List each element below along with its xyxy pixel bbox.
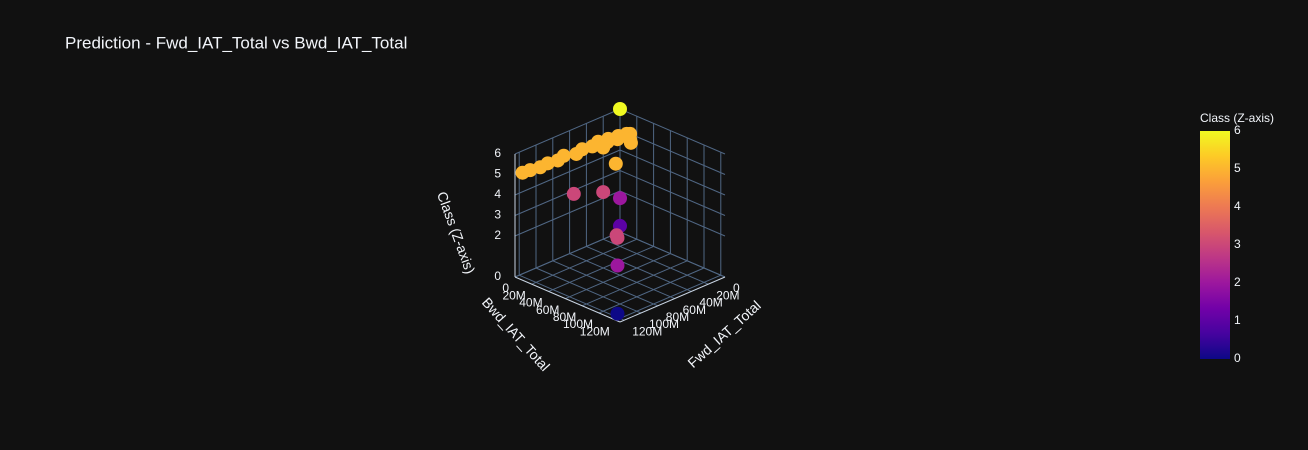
colorbar-title: Class (Z-axis)	[1200, 111, 1274, 125]
colorbar-tick-label: 3	[1234, 237, 1241, 251]
x-tick-label: 120M	[632, 324, 662, 338]
grid-line	[565, 253, 671, 300]
z-axis-title: Class (Z-axis)	[434, 189, 479, 276]
y-tick-label: 60M	[536, 303, 559, 317]
grid-line	[514, 231, 621, 278]
point	[610, 258, 625, 273]
z-tick-label: 6	[494, 146, 501, 160]
x-tick-label: 100M	[649, 317, 679, 331]
grid-line	[552, 260, 658, 307]
point	[623, 135, 638, 150]
colorbar	[1200, 131, 1230, 359]
y-tick-label: 80M	[553, 310, 576, 324]
y-tick-label: 120M	[580, 324, 610, 338]
grid-line	[619, 129, 726, 175]
point	[613, 102, 627, 116]
grid-line	[582, 260, 688, 307]
grid-line	[514, 149, 621, 196]
colorbar-tick-label: 1	[1234, 313, 1241, 327]
y-tick-label: 100M	[563, 317, 593, 331]
grid-line	[514, 108, 621, 155]
x-axis-line	[619, 276, 726, 323]
z-tick-label: 0	[494, 269, 501, 283]
colorbar-tick-label: 5	[1234, 161, 1241, 175]
z-tick-label: 5	[494, 167, 501, 181]
point	[596, 140, 611, 155]
x-tick-label: 80M	[666, 310, 689, 324]
grid-line	[569, 253, 675, 300]
grid-line	[619, 231, 726, 278]
point	[515, 165, 530, 180]
z-tick-label: 4	[494, 187, 501, 201]
grid-line	[531, 238, 637, 285]
x-tick-label: 40M	[699, 296, 722, 310]
grid-line	[619, 190, 726, 237]
point	[608, 156, 623, 171]
grid-line	[615, 274, 721, 321]
colorbar-tick-label: 4	[1234, 199, 1241, 213]
x-tick-label: 60M	[683, 303, 706, 317]
grid-line	[535, 267, 642, 314]
y-tick-label: 40M	[519, 296, 542, 310]
z-tick-label: 2	[494, 228, 501, 242]
point	[566, 186, 581, 201]
grid-line	[548, 245, 654, 292]
grid-line	[619, 170, 726, 216]
colorbar-tick-label: 2	[1234, 275, 1241, 289]
x-tick-label: 20M	[716, 288, 739, 302]
y-axis-line	[514, 276, 621, 323]
colorbar-tick-label: 6	[1234, 123, 1241, 137]
point	[610, 230, 625, 245]
grid-line	[598, 267, 705, 314]
point	[613, 191, 627, 206]
z-tick-label: 3	[494, 208, 501, 222]
y-tick-label: 0	[502, 281, 509, 295]
point	[569, 146, 584, 161]
grid-line	[603, 238, 709, 285]
colorbar-tick-label: 0	[1234, 351, 1241, 365]
grid-line	[619, 108, 726, 155]
point	[596, 185, 611, 200]
chart-title: Prediction - Fwd_IAT_Total vs Bwd_IAT_To…	[65, 33, 407, 52]
y-tick-label: 20M	[502, 288, 525, 302]
x-tick-label: 0	[733, 281, 740, 295]
grid-line	[586, 245, 692, 292]
grid-line	[619, 149, 726, 196]
point	[610, 306, 625, 321]
grid-line	[519, 274, 625, 321]
